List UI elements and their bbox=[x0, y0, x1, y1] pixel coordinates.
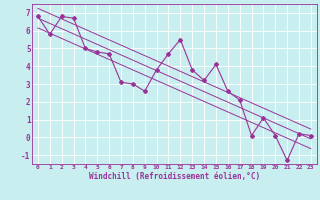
X-axis label: Windchill (Refroidissement éolien,°C): Windchill (Refroidissement éolien,°C) bbox=[89, 172, 260, 181]
